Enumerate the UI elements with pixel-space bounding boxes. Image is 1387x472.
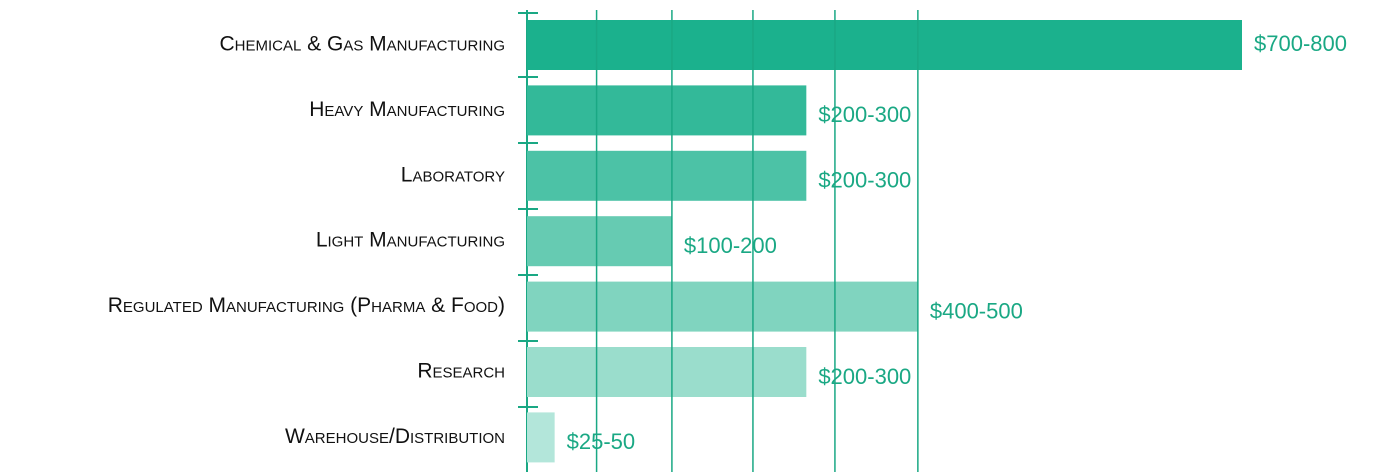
bar (527, 281, 918, 332)
value-label: $400-500 (930, 298, 1023, 323)
value-label: $200-300 (818, 168, 911, 193)
value-label: $25-50 (567, 429, 636, 454)
category-label: Chemical & Gas Manufacturing (219, 33, 505, 56)
value-label: $200-300 (818, 102, 911, 127)
category-label: Light Manufacturing (316, 229, 505, 252)
category-label: Laboratory (401, 163, 505, 186)
value-label: $100-200 (684, 233, 777, 258)
category-label: Regulated Manufacturing (Pharma & Food) (108, 294, 505, 317)
bar (527, 85, 807, 136)
bar (527, 347, 807, 397)
bar (527, 150, 807, 201)
bar (527, 20, 1242, 70)
category-label: Heavy Manufacturing (309, 98, 505, 121)
bar (527, 216, 672, 267)
value-label: $200-300 (818, 364, 911, 389)
bar (527, 412, 555, 463)
value-label: $700-800 (1254, 31, 1347, 56)
category-label: Warehouse/Distribution (285, 425, 505, 448)
category-label: Research (417, 360, 505, 383)
axis-ticks (518, 12, 538, 408)
